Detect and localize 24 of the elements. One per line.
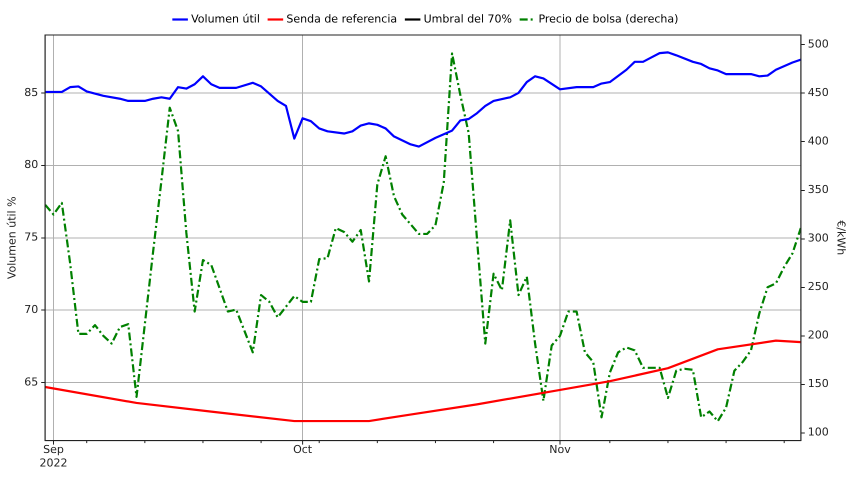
y2-tick-label: 150 [808,377,829,390]
y-tick-label: 65 [24,376,38,389]
y2-tick-label: 400 [808,134,829,148]
x-tick-label: Oct [293,443,313,456]
y-axis-title: Volumen útil % [5,196,18,280]
y-tick-label: 70 [24,303,38,316]
x-tick-label: Nov [549,443,572,456]
legend-label: Volumen útil [191,12,260,26]
x-tick-label: Sep 2022 [40,443,68,470]
y2-tick-label: 200 [808,328,829,342]
y-tick-label: 75 [24,230,38,244]
y2-axis-title: €/kWh [834,220,848,256]
y2-tick-label: 250 [808,280,829,294]
y2-tick-label: 100 [808,426,829,439]
legend-label: Precio de bolsa (derecha) [538,12,678,26]
legend-label: Senda de referencia [286,12,398,26]
y-tick-label: 80 [24,158,38,172]
y2-tick-label: 450 [808,86,829,100]
y-tick-label: 85 [24,86,38,99]
y2-tick-label: 500 [808,38,829,51]
line-series [45,52,801,422]
y2-tick-label: 350 [808,183,829,196]
legend-label: Umbral del 70% [424,12,512,26]
y2-tick-label: 300 [808,232,829,245]
